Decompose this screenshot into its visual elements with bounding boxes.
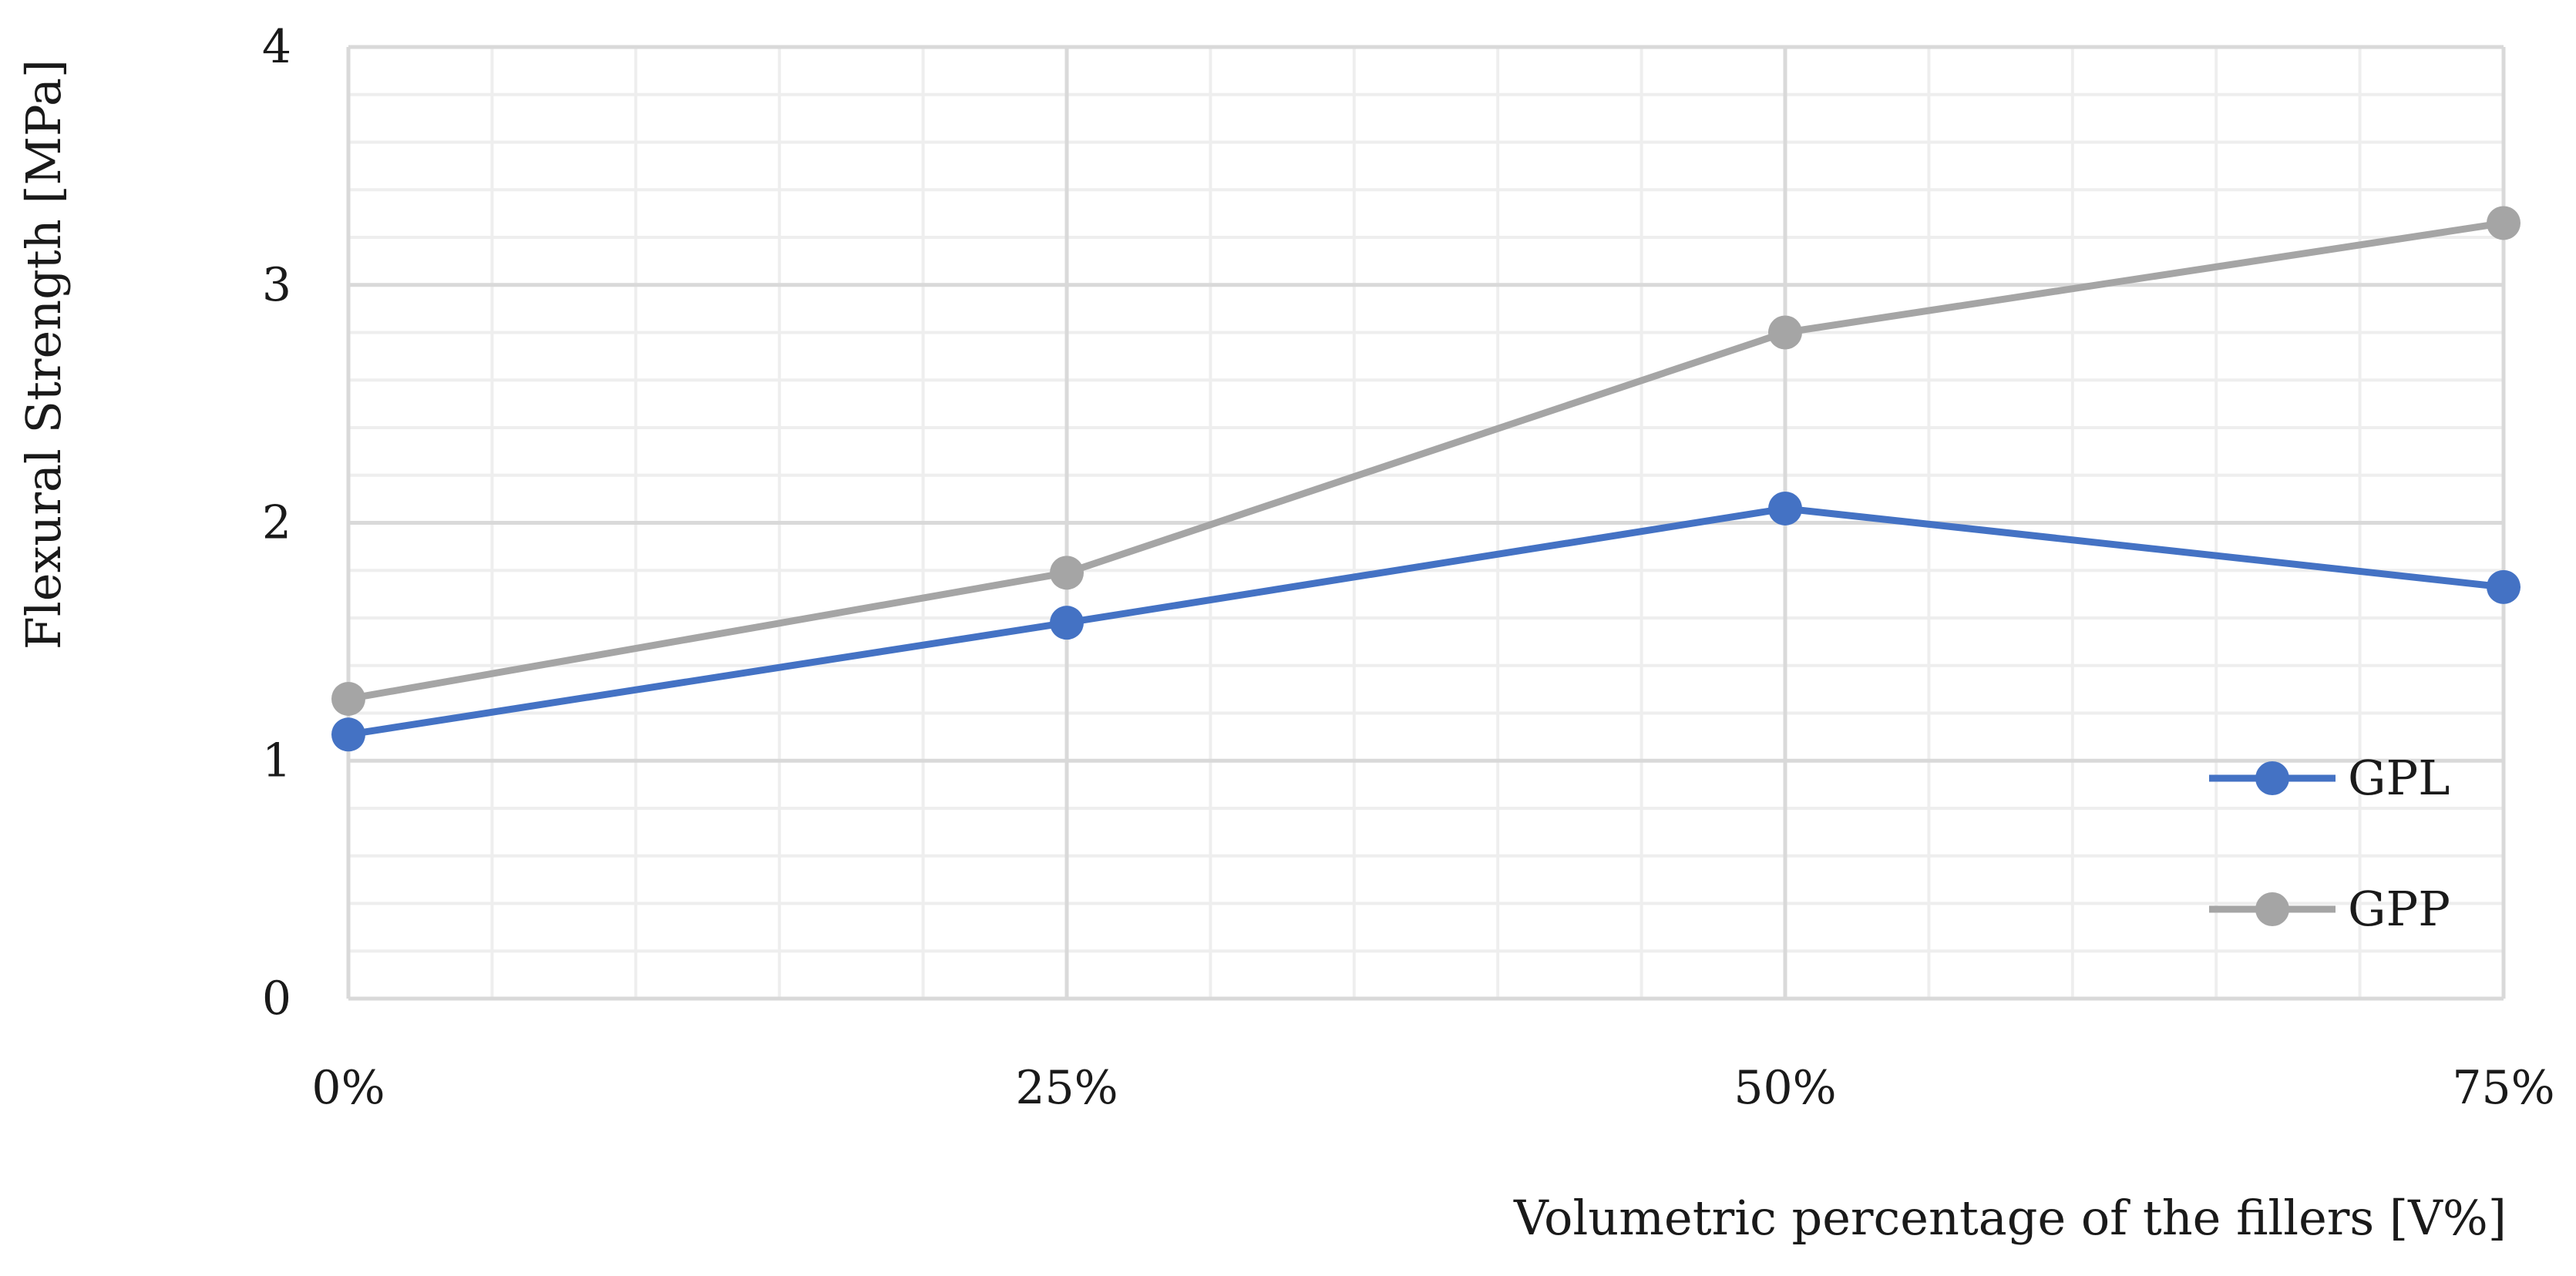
legend-item-gpl: GPL — [2209, 750, 2450, 806]
series-line-gpl — [345, 505, 2507, 738]
x-tick-label: 75% — [2452, 1061, 2554, 1115]
legend-label-gpp: GPP — [2348, 881, 2450, 937]
series-line-gpp — [345, 219, 2507, 703]
y-axis-title: Flexural Strength [MPa] — [15, 59, 72, 650]
y-tick-label: 2 — [262, 496, 291, 550]
series-gpp — [331, 206, 2521, 716]
legend-item-gpp: GPP — [2209, 881, 2450, 937]
x-axis-ticks: 0% 25% 50% 75% — [311, 1061, 2554, 1115]
legend-marker-gpl — [2255, 761, 2289, 795]
series-gpl — [331, 491, 2521, 752]
data-point-gpl — [331, 717, 365, 752]
data-point-gpl — [1050, 606, 1084, 640]
y-axis-ticks: 0 1 2 3 4 — [262, 20, 291, 1026]
y-tick-label: 1 — [262, 734, 291, 787]
data-point-gpp — [1768, 315, 1802, 350]
grid — [346, 45, 2506, 1001]
x-tick-label: 50% — [1734, 1061, 1836, 1115]
x-tick-label: 0% — [311, 1061, 385, 1115]
data-point-gpp — [1050, 556, 1084, 590]
legend: GPL GPP — [2209, 750, 2450, 937]
data-point-gpl — [1768, 491, 1802, 526]
data-point-gpp — [2487, 206, 2521, 240]
y-tick-label: 0 — [262, 972, 291, 1026]
y-tick-label: 4 — [262, 20, 291, 74]
y-tick-label: 3 — [262, 258, 291, 312]
data-point-gpp — [331, 681, 365, 716]
x-tick-label: 25% — [1015, 1061, 1118, 1115]
legend-marker-gpp — [2255, 892, 2289, 926]
series-layer — [331, 206, 2521, 752]
legend-label-gpl: GPL — [2348, 750, 2450, 806]
x-axis-title: Volumetric percentage of the fillers [V%… — [1513, 1190, 2507, 1246]
data-point-gpl — [2487, 569, 2521, 604]
